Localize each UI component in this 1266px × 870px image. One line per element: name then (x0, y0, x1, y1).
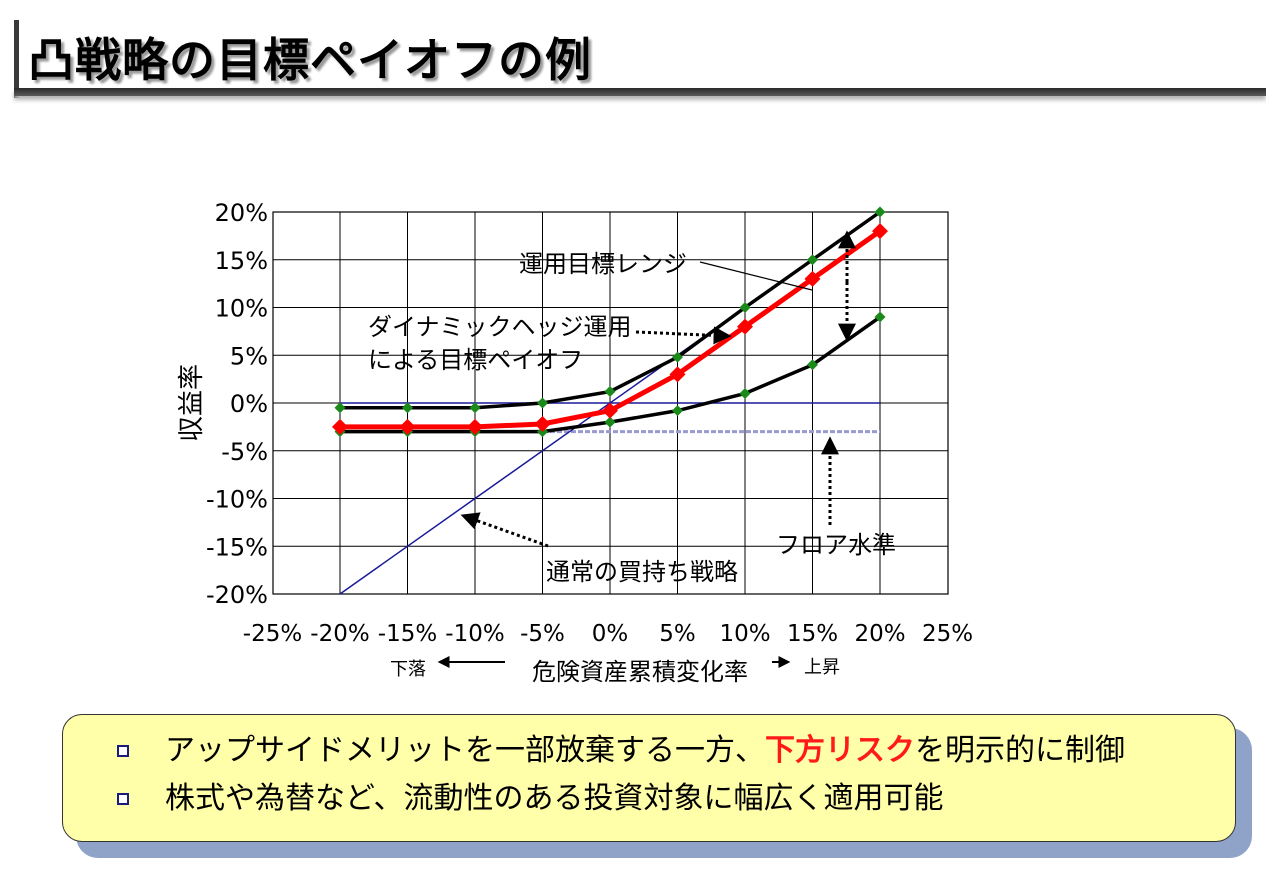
square-bullet-icon (117, 745, 129, 757)
buyhold-pointer-arrow (460, 512, 549, 548)
range-marker-point (604, 386, 616, 398)
range-marker-point (874, 311, 886, 323)
range-marker-point (672, 351, 683, 363)
range-marker-point (874, 206, 886, 218)
note-text-plain: を明示的に制御 (915, 733, 1125, 768)
range-marker-point (334, 402, 346, 414)
x-tick-label: -20% (310, 621, 369, 647)
y-tick-label: -10% (206, 486, 268, 514)
annotation-target-range: 運用目標レンジ (519, 250, 687, 278)
target-payoff-point (467, 418, 483, 435)
range-marker-point (604, 416, 616, 428)
title-rule (14, 88, 1266, 96)
x-direction-right-label: 上昇 (804, 657, 840, 678)
y-tick-label: 0% (230, 390, 268, 418)
x-tick-label: -25% (243, 621, 302, 647)
y-tick-label: -15% (206, 533, 268, 561)
title-accent-bar (14, 20, 19, 98)
note-box: アップサイドメリットを一部放棄する一方、下方リスクを明示的に制御 株式や為替など… (62, 714, 1236, 842)
note-text-plain: アップサイドメリットを一部放棄する一方、 (165, 733, 765, 768)
note-text: 株式や為替など、流動性のある投資対象に幅広く適用可能 (165, 779, 944, 819)
x-tick-label: -5% (520, 621, 565, 647)
target-payoff-point (872, 223, 888, 240)
target-payoff-point (399, 418, 416, 435)
annotation-buy-and-hold: 通常の買持ち戦略 (546, 558, 738, 586)
x-tick-labels: -25% -20% -15% -10% -5% 0% 5% 10% 15% 20% 25% (243, 621, 973, 647)
y-axis-label: 収益率 (177, 364, 207, 442)
range-marker-point (807, 359, 818, 371)
y-tick-labels: 20% 15% 10% 5% 0% -5% -10% -15% -20% (206, 199, 268, 609)
x-tick-label: 0% (592, 621, 629, 647)
y-tick-label: -5% (221, 438, 268, 466)
note-text-highlight: 下方リスク (765, 733, 915, 768)
series-group (332, 206, 888, 595)
square-bullet-icon (117, 793, 129, 805)
target-payoff-point (669, 366, 686, 383)
range-marker-point (672, 405, 683, 417)
note-text-plain: 株式や為替など、流動性のある投資対象に幅広く適用可能 (165, 781, 944, 816)
range-marker-point (739, 302, 751, 313)
annotation-dynamic-hedge-line1: ダイナミックヘッジ運用 (368, 313, 632, 341)
range-marker-point (469, 402, 481, 414)
target-payoff-point (737, 318, 753, 335)
plot-frame (272, 211, 949, 595)
target-payoff-point (804, 270, 821, 287)
range-pointer-line (699, 261, 813, 291)
x-tick-label: 5% (659, 621, 696, 647)
range-marker-point (739, 387, 751, 399)
target-payoff-point (534, 416, 551, 433)
x-tick-label: -15% (378, 621, 437, 647)
y-tick-label: 10% (215, 295, 268, 323)
range-marker-point (402, 402, 413, 414)
y-tick-label: 5% (230, 342, 268, 370)
x-axis-label: 危険資産累積変化率 (532, 658, 748, 686)
y-tick-label: 15% (215, 247, 268, 275)
y-tick-label: 20% (215, 199, 268, 227)
payoff-chart: 20% 15% 10% 5% 0% -5% -10% -15% -20% -25% -20% -15… (177, 199, 973, 686)
note-text: アップサイドメリットを一部放棄する一方、下方リスクを明示的に制御 (165, 731, 1125, 771)
target-payoff-point (332, 418, 348, 435)
x-direction-left-label: 下落 (390, 659, 426, 680)
x-tick-label: 25% (922, 621, 973, 647)
target-pointer-arrow (635, 326, 732, 345)
x-tick-label: 20% (854, 621, 905, 647)
x-tick-label: 15% (787, 621, 838, 647)
range-marker-point (807, 254, 818, 266)
page-title: 凸戦略の目標ペイオフの例 (28, 33, 592, 87)
title-area: 凸戦略の目標ペイオフの例 (14, 10, 1266, 100)
annotation-floor-level: フロア水準 (776, 531, 896, 559)
x-tick-label: -10% (445, 621, 504, 647)
y-tick-label: -20% (206, 581, 268, 609)
annotation-dynamic-hedge-line2: による目標ペイオフ (368, 346, 583, 374)
range-marker-point (537, 397, 548, 409)
x-tick-label: 10% (719, 621, 770, 647)
target-payoff-point (602, 402, 618, 419)
